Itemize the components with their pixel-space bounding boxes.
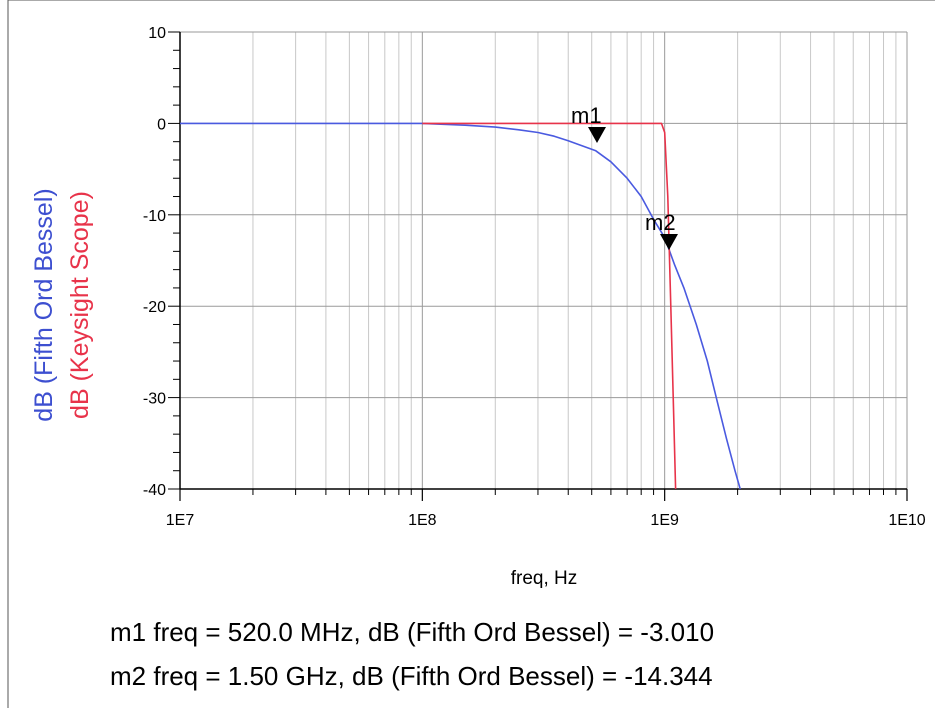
y-tick-label: -40 (143, 482, 166, 499)
y-axis-titles: dB (Fifth Ord Bessel) dB (Keysight Scope… (30, 188, 94, 421)
y-tick-labels: 10 0 -10 -20 -30 -40 (143, 25, 166, 499)
series-line-keysight-scope (422, 122, 677, 490)
marker-m1-triangle (588, 127, 606, 143)
x-axis-title: freq, Hz (511, 568, 578, 589)
x-tick-label: 1E9 (650, 512, 679, 529)
x-tick-label: 1E10 (888, 512, 925, 529)
axes (168, 31, 908, 501)
marker-readout-m1: m1 freq = 520.0 MHz, dB (Fifth Ord Besse… (110, 617, 714, 647)
markers: m1 m2 (571, 103, 678, 250)
y-axis-title-keysight: dB (Keysight Scope) (66, 191, 94, 419)
y-tick-label: -10 (143, 208, 166, 225)
marker-m1-label: m1 (571, 103, 602, 128)
series-lines (180, 122, 741, 490)
x-tick-label: 1E8 (408, 512, 437, 529)
marker-m2-triangle (660, 234, 678, 250)
y-axis-title-bessel: dB (Fifth Ord Bessel) (30, 188, 58, 421)
marker-readout-m2: m2 freq = 1.50 GHz, dB (Fifth Ord Bessel… (110, 661, 713, 691)
grid (179, 31, 908, 490)
x-tick-label: 1E7 (166, 512, 195, 529)
series-line-fifth-ord-bessel (180, 122, 741, 490)
y-tick-label: 10 (148, 25, 166, 42)
y-tick-label: 0 (157, 116, 166, 133)
x-tick-labels: 1E7 1E8 1E9 1E10 (166, 512, 926, 529)
y-tick-label: -20 (143, 299, 166, 316)
marker-m2-label: m2 (645, 210, 676, 235)
y-tick-label: -30 (143, 391, 166, 408)
